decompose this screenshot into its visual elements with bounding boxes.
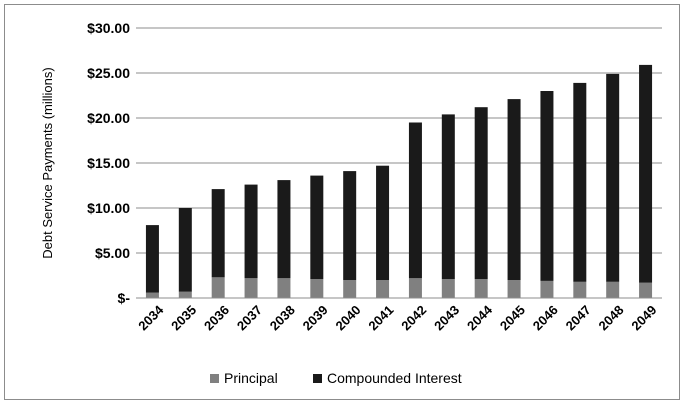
x-tick-label: 2039 [300,302,331,333]
x-tick-label: 2047 [563,302,594,333]
y-axis-ticks: $- $5.00 $10.00 $15.00 $20.00 $25.00 $30.00 [87,20,130,306]
y-axis-title: Debt Service Payments (millions) [40,67,55,258]
bar-principal-2038 [277,278,291,298]
bar-principal-2037 [244,278,258,298]
legend-swatch-principal [210,374,219,383]
chart-frame [4,4,680,400]
y-tick-label: $- [118,290,131,306]
bar-compounded-interest-2046 [540,91,554,281]
x-tick-label: 2048 [596,302,627,333]
legend-label-principal: Principal [224,370,278,386]
y-tick-label: $10.00 [87,200,130,216]
x-tick-label: 2042 [398,302,429,333]
bar-principal-2035 [178,291,192,298]
bar-compounded-interest-2036 [211,189,225,278]
bar-principal-2039 [310,279,324,298]
x-tick-label: 2045 [497,302,528,333]
x-tick-label: 2034 [135,302,167,334]
x-tick-label: 2041 [365,302,396,333]
x-tick-label: 2046 [530,302,561,333]
x-tick-label: 2036 [201,302,232,333]
bar-compounded-interest-2037 [244,184,258,279]
x-tick-label: 2038 [267,302,298,333]
x-tick-label: 2049 [628,302,659,333]
y-tick-label: $25.00 [87,65,130,81]
bar-compounded-interest-2048 [606,73,620,282]
x-tick-label: 2040 [333,302,364,333]
bar-principal-2036 [211,277,225,298]
bar-compounded-interest-2034 [145,225,159,293]
bar-compounded-interest-2040 [343,171,357,280]
bar-principal-2041 [376,280,390,298]
bar-principal-2044 [474,279,488,298]
bar-compounded-interest-2038 [277,180,291,279]
x-tick-label: 2044 [464,302,496,334]
bar-principal-2043 [441,279,455,298]
bar-compounded-interest-2042 [408,122,422,279]
bar-principal-2046 [540,280,554,298]
x-axis-ticks: 2034 2035 2036 2037 2038 2039 2040 2041 2042 2043… [135,302,659,334]
bar-compounded-interest-2043 [441,114,455,280]
bar-principal-2047 [573,281,587,298]
bar-principal-2034 [145,292,159,298]
bars [145,64,653,298]
bar-compounded-interest-2044 [474,107,488,280]
y-tick-label: $15.00 [87,155,130,171]
bar-principal-2040 [343,280,357,298]
bar-principal-2049 [639,282,653,298]
bar-compounded-interest-2049 [639,64,653,283]
bar-principal-2048 [606,281,620,298]
bar-principal-2042 [408,278,422,298]
legend-label-compounded-interest: Compounded Interest [327,370,462,386]
x-tick-label: 2037 [234,302,265,333]
bar-compounded-interest-2041 [376,165,390,280]
bar-principal-2045 [507,280,521,298]
y-tick-label: $30.00 [87,20,130,36]
legend-swatch-compounded-interest [313,374,322,383]
x-tick-label: 2043 [431,302,462,333]
bar-compounded-interest-2045 [507,99,521,280]
bar-compounded-interest-2047 [573,82,587,282]
y-tick-label: $20.00 [87,110,130,126]
y-tick-label: $5.00 [95,245,130,261]
x-tick-label: 2035 [168,302,199,333]
legend: Principal Compounded Interest [210,370,462,386]
bar-compounded-interest-2035 [178,208,192,292]
bar-compounded-interest-2039 [310,175,324,280]
